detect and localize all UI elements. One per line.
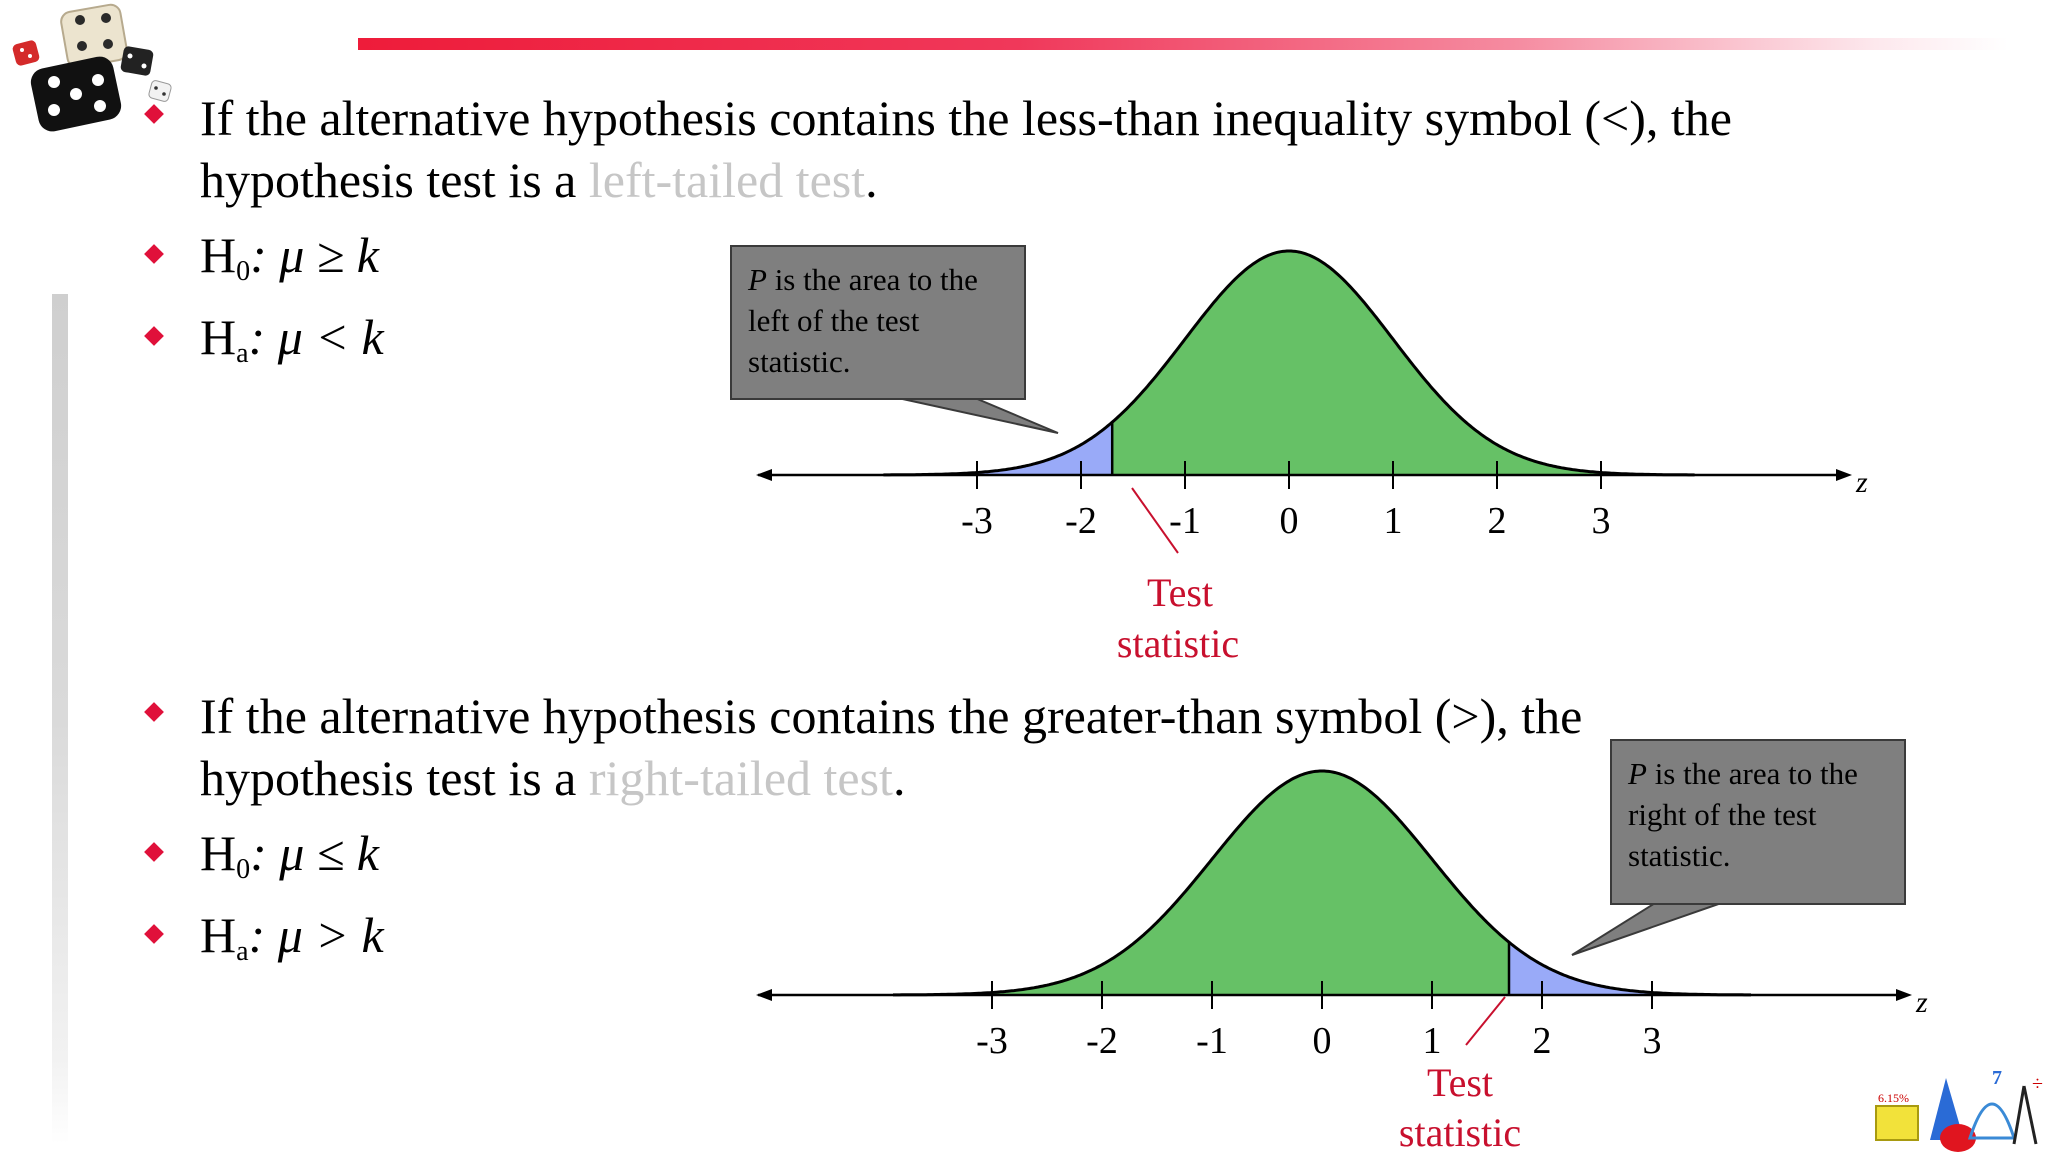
ha-expression: : μ > k: [248, 907, 384, 963]
axis-tick-label: -1: [1196, 1020, 1228, 1062]
test-statistic-label-line2: statistic: [1117, 621, 1239, 666]
svg-text:6.15%: 6.15%: [1878, 1091, 1909, 1105]
z-axis-right-arrow: [1836, 469, 1852, 481]
h0-expression: : μ ≥ k: [250, 227, 379, 283]
section1-line2-suffix: .: [865, 152, 878, 208]
distribution-area: [883, 251, 1695, 475]
section2-line1: If the alternative hypothesis contains t…: [200, 688, 1583, 744]
callout-text-2: right of the test: [1628, 797, 1817, 832]
test-statistic-label-line1: Test: [1147, 570, 1213, 615]
callout-text-3: statistic.: [1628, 838, 1731, 873]
axis-tick-label: -2: [1086, 1020, 1118, 1062]
h0-subscript: 0: [236, 854, 251, 885]
ha-subscript: a: [236, 936, 249, 967]
side-accent-bar: [52, 294, 68, 1144]
h0-expression: : μ ≤ k: [250, 825, 379, 881]
callout-right-tail: P is the area to the right of the test s…: [1610, 739, 1906, 905]
axis-tick-label: 2: [1533, 1020, 1552, 1062]
callout-text-1: is the area to the: [766, 262, 978, 297]
section2-null-hypothesis: H0: μ ≤ k: [200, 824, 379, 886]
callout-text-1: is the area to the: [1646, 756, 1858, 791]
dice-icon: [12, 3, 172, 132]
callout-text-2: left of the test: [748, 303, 920, 338]
axis-tick-label: -3: [976, 1020, 1008, 1062]
callout-text-3: statistic.: [748, 344, 851, 379]
section1-line1: If the alternative hypothesis contains t…: [200, 90, 1732, 146]
distribution-area: [893, 771, 1751, 995]
axis-tick-label: 3: [1592, 500, 1611, 542]
test-statistic-label-line1: Test: [1427, 1060, 1493, 1105]
axis-tick-label: 1: [1423, 1020, 1442, 1062]
right-tailed-term: right-tailed test: [588, 750, 893, 806]
p-value-tail-area: [883, 422, 1113, 475]
axis-tick-label: 0: [1313, 1020, 1332, 1062]
section1-line2-prefix: hypothesis test is a: [200, 152, 589, 208]
ha-expression: : μ < k: [248, 309, 384, 365]
axis-tick-label: -3: [961, 500, 993, 542]
p-value-tail-area: [1509, 942, 1751, 995]
section2-line2-suffix: .: [892, 750, 906, 806]
axis-tick-label: 3: [1643, 1020, 1662, 1062]
section1-line2: hypothesis test is a left-tailed test.: [200, 149, 878, 211]
z-axis-left-arrow: [756, 469, 772, 481]
callout-pointer: [1571, 899, 1731, 956]
section2-line2-prefix: hypothesis test is a: [200, 750, 589, 806]
normal-curve: [893, 769, 1751, 997]
svg-text:÷: ÷: [2032, 1073, 2043, 1095]
axis-tick-label: -1: [1169, 500, 1201, 542]
svg-text:7: 7: [1992, 1067, 2002, 1089]
test-statistic-pointer: [1465, 996, 1506, 1046]
z-axis-right-arrow: [1896, 989, 1912, 1001]
callout-p-symbol: P: [1628, 756, 1647, 791]
axis-tick-label: 0: [1280, 500, 1299, 542]
callout-p-symbol: P: [748, 262, 767, 297]
section2-alt-hypothesis: Ha: μ > k: [200, 906, 384, 968]
ha-subscript: a: [236, 338, 249, 369]
axis-tick-label: 1: [1384, 500, 1403, 542]
ha-symbol: H: [200, 907, 237, 963]
math-shapes-icon: 6.15% 7 ÷: [1875, 1067, 2043, 1152]
axis-tick-label: 2: [1488, 500, 1507, 542]
callout-left-tail: P is the area to the left of the test st…: [730, 245, 1026, 400]
section1-alt-hypothesis: Ha: μ < k: [200, 308, 384, 370]
z-axis-left-arrow: [756, 989, 772, 1001]
h0-symbol: H: [200, 227, 237, 283]
normal-curve: [883, 249, 1695, 477]
test-statistic-pointer: [1131, 487, 1179, 554]
section1-null-hypothesis: H0: μ ≥ k: [200, 226, 379, 288]
z-axis-label: z: [1855, 466, 1868, 499]
h0-subscript: 0: [236, 256, 251, 287]
ha-symbol: H: [200, 309, 237, 365]
section2-line2: hypothesis test is a right-tailed test.: [200, 747, 905, 809]
left-tailed-term: left-tailed test: [588, 152, 866, 208]
axis-tick-label: -2: [1065, 500, 1097, 542]
test-statistic-label-line2: statistic: [1399, 1110, 1521, 1152]
title-accent-bar: [358, 38, 2008, 50]
h0-symbol: H: [200, 825, 237, 881]
z-axis-label: z: [1915, 986, 1928, 1019]
